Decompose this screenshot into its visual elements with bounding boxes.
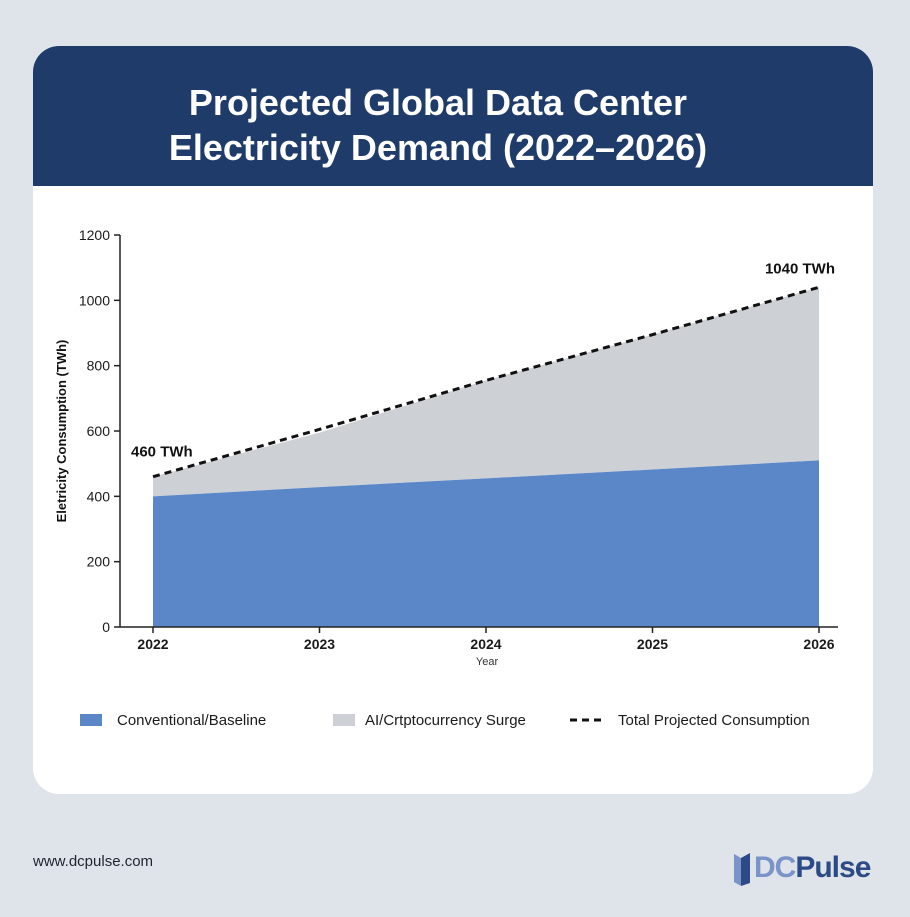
logo-text-dc: DC bbox=[754, 851, 796, 884]
x-axis-title: Year bbox=[476, 656, 499, 668]
logo-mark-icon bbox=[734, 853, 750, 886]
y-tick-label: 1000 bbox=[79, 292, 110, 308]
legend-label-total: Total Projected Consumption bbox=[618, 712, 810, 729]
area-conventional-baseline bbox=[153, 460, 819, 627]
y-tick-label: 200 bbox=[87, 554, 111, 570]
legend-label-baseline: Conventional/Baseline bbox=[117, 712, 266, 729]
dcpulse-logo: DCPulse bbox=[732, 848, 882, 888]
legend-swatch-baseline bbox=[80, 714, 102, 726]
website-url[interactable]: www.dcpulse.com bbox=[33, 853, 154, 870]
y-tick-label: 0 bbox=[102, 619, 110, 635]
x-tick-label: 2023 bbox=[304, 636, 335, 652]
y-tick-label: 600 bbox=[87, 423, 111, 439]
area-ai-surge bbox=[153, 287, 819, 497]
card-header: Projected Global Data Center Electricity… bbox=[33, 46, 873, 186]
x-tick-label: 2022 bbox=[137, 636, 168, 652]
chart-title-line-2: Electricity Demand (2022–2026) bbox=[168, 127, 708, 168]
line-total-projected bbox=[152, 285, 820, 479]
annotation-end-value: 1040 TWh bbox=[765, 260, 835, 277]
logo-wordmark: DCPulse bbox=[754, 851, 871, 885]
legend-label-ai-surge: AI/Crtptocurrency Surge bbox=[365, 712, 526, 729]
x-tick-label: 2025 bbox=[637, 636, 668, 652]
logo-text-pulse: Pulse bbox=[795, 851, 871, 884]
y-tick-label: 1200 bbox=[79, 227, 110, 243]
chart-title-line-1: Projected Global Data Center bbox=[188, 82, 688, 123]
x-tick-label: 2026 bbox=[803, 636, 834, 652]
legend-swatch-ai-surge bbox=[333, 714, 355, 726]
annotation-start-value: 460 TWh bbox=[131, 444, 193, 461]
chart-title: Projected Global Data Center Electricity… bbox=[33, 80, 843, 170]
y-tick-label: 800 bbox=[87, 358, 111, 374]
x-tick-label: 2024 bbox=[470, 636, 501, 652]
y-axis-title: Eletricity Consumption (TWh) bbox=[54, 340, 69, 523]
y-tick-label: 400 bbox=[87, 488, 111, 504]
